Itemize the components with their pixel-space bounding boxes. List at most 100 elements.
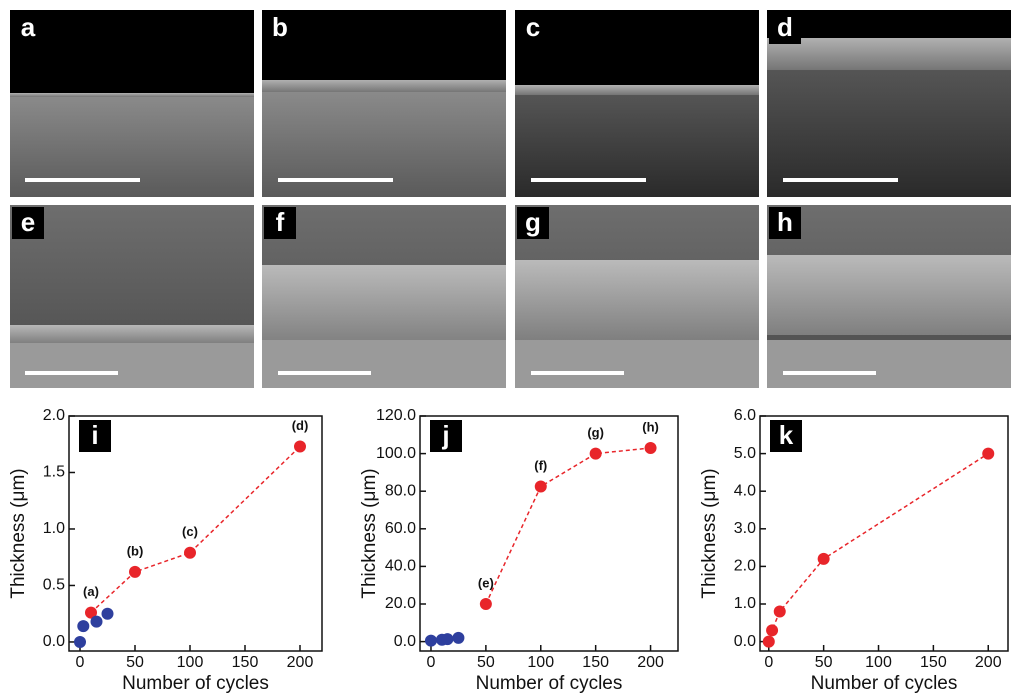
sem-film xyxy=(262,265,506,345)
data-point xyxy=(773,605,786,618)
x-axis-title: Number of cycles xyxy=(476,673,623,694)
x-tick-label: 0 xyxy=(427,654,436,671)
plot-frame xyxy=(759,415,1009,652)
sem-substrate xyxy=(262,340,506,388)
point-label: (h) xyxy=(642,419,659,434)
plot-frame xyxy=(68,415,323,652)
sem-substrate xyxy=(515,340,759,388)
panel-label-box xyxy=(517,12,549,44)
panel-label: b xyxy=(272,12,288,42)
panel-label-box xyxy=(12,207,44,239)
panel-label-box xyxy=(517,207,549,239)
y-tick-label: 60.0 xyxy=(385,520,416,537)
sem-image: b xyxy=(262,10,506,197)
panel-label-box xyxy=(12,12,44,44)
data-point xyxy=(452,631,465,644)
series-line xyxy=(90,445,301,614)
data-point xyxy=(479,598,492,610)
sem-film xyxy=(10,325,254,343)
panel-label: a xyxy=(21,12,36,42)
x-tick-label: 200 xyxy=(287,654,314,671)
data-point xyxy=(424,634,437,647)
y-tick-label: 1.0 xyxy=(43,520,65,537)
y-tick-label: 120.0 xyxy=(376,407,416,424)
point-label: (f) xyxy=(534,458,547,473)
data-point xyxy=(817,552,830,565)
point-label: (d) xyxy=(292,418,309,433)
data-point xyxy=(85,606,97,619)
data-point xyxy=(441,633,454,646)
data-point xyxy=(534,480,547,493)
panel-label: e xyxy=(21,207,35,237)
y-tick-label: 1.5 xyxy=(43,464,65,481)
data-point xyxy=(90,615,103,628)
y-tick-label: 5.0 xyxy=(734,445,756,462)
sem-image: g xyxy=(515,205,759,388)
sem-substrate xyxy=(767,70,1011,197)
x-tick-label: 50 xyxy=(815,654,833,671)
y-tick-label: 0.0 xyxy=(43,633,65,650)
y-tick-label: 4.0 xyxy=(734,482,756,499)
x-tick-label: 0 xyxy=(76,654,85,671)
y-tick-label: 1.0 xyxy=(734,595,756,612)
sem-substrate xyxy=(10,343,254,388)
y-tick-label: 0.0 xyxy=(394,633,416,650)
x-tick-label: 50 xyxy=(126,654,144,671)
point-label: (b) xyxy=(127,543,144,558)
x-tick-label: 100 xyxy=(865,654,892,671)
point-label: (a) xyxy=(83,584,99,599)
data-point xyxy=(766,624,779,637)
panel-label: d xyxy=(777,12,793,42)
chart-label-box xyxy=(770,420,802,452)
sem-film xyxy=(515,85,759,95)
sem-film xyxy=(767,38,1011,70)
y-tick-label: 100.0 xyxy=(376,445,416,462)
x-tick-label: 200 xyxy=(975,654,1002,671)
chart-label: i xyxy=(91,420,98,450)
panel-label-box xyxy=(769,12,801,44)
y-tick-label: 2.0 xyxy=(43,407,65,424)
x-tick-label: 50 xyxy=(477,654,495,671)
data-point xyxy=(77,620,90,633)
sem-substrate xyxy=(767,340,1011,388)
chart-label-box xyxy=(430,420,462,452)
point-label: (c) xyxy=(182,524,198,539)
x-axis-title: Number of cycles xyxy=(811,673,958,694)
panel-label-box xyxy=(264,207,296,239)
sem-film xyxy=(262,80,506,92)
data-point xyxy=(129,565,141,578)
panel-label: h xyxy=(777,207,793,237)
y-tick-label: 80.0 xyxy=(385,482,416,499)
sem-image: e xyxy=(10,205,254,388)
sem-image: h xyxy=(767,205,1011,388)
chart-label: j xyxy=(441,420,449,450)
sem-film xyxy=(767,255,1011,335)
y-tick-label: 0.0 xyxy=(734,633,756,650)
data-point xyxy=(762,635,775,648)
panel-label-box xyxy=(264,12,296,44)
data-point xyxy=(982,447,995,460)
y-tick-label: 20.0 xyxy=(385,595,416,612)
point-label: (e) xyxy=(478,575,494,590)
panel-label-box xyxy=(769,207,801,239)
y-tick-label: 3.0 xyxy=(734,520,756,537)
series-line xyxy=(768,452,989,642)
point-label: (g) xyxy=(587,425,604,440)
data-point xyxy=(589,447,602,460)
x-tick-label: 200 xyxy=(637,654,664,671)
series-line xyxy=(485,447,651,605)
x-tick-label: 100 xyxy=(527,654,554,671)
plot-frame xyxy=(419,415,679,652)
sem-image: c xyxy=(515,10,759,197)
y-axis-title: Thickness (μm) xyxy=(359,468,380,598)
data-point xyxy=(184,546,196,559)
sem-film xyxy=(515,260,759,340)
chart-label-box xyxy=(79,420,111,452)
y-tick-label: 40.0 xyxy=(385,558,416,575)
sem-image: d xyxy=(767,10,1011,197)
x-tick-label: 150 xyxy=(582,654,609,671)
y-tick-label: 6.0 xyxy=(734,407,756,424)
data-point xyxy=(644,441,657,454)
panel-label: f xyxy=(276,207,285,237)
